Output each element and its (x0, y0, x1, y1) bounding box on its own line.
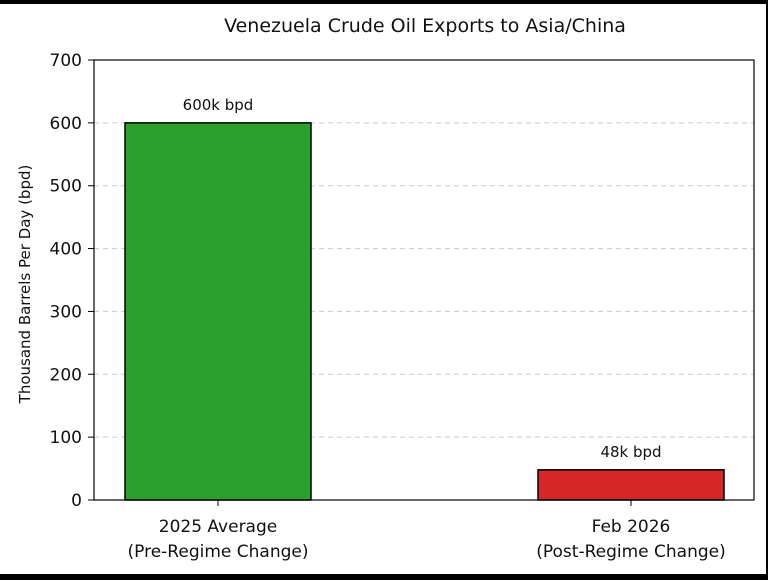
y-tick-label: 200 (50, 365, 82, 385)
y-axis-ticks: 0 100 200 300 400 500 600 700 (50, 51, 94, 511)
data-label: 600k bpd (183, 96, 254, 114)
y-tick-label: 700 (50, 51, 82, 71)
y-tick-label: 100 (50, 428, 82, 448)
y-tick-label: 600 (50, 114, 82, 134)
chart-frame: Venezuela Crude Oil Exports to Asia/Chin… (0, 4, 766, 574)
x-tick-label: 2025 Average (159, 517, 277, 537)
plot-area-border (93, 59, 755, 501)
x-tick-label: (Post-Regime Change) (536, 542, 726, 562)
x-tick-label: (Pre-Regime Change) (128, 542, 309, 562)
data-label: 48k bpd (600, 443, 661, 461)
y-tick-label: 300 (50, 302, 82, 322)
data-labels: 600k bpd 48k bpd (183, 96, 662, 461)
chart-title: Venezuela Crude Oil Exports to Asia/Chin… (224, 15, 626, 37)
y-tick-label: 400 (50, 240, 82, 260)
y-axis-label: Thousand Barrels Per Day (bpd) (16, 165, 34, 405)
x-tick-label: Feb 2026 (592, 517, 671, 537)
bar-chart: Venezuela Crude Oil Exports to Asia/Chin… (16, 15, 755, 562)
bar (124, 122, 312, 501)
x-axis-ticks: 2025 Average (Pre-Regime Change) Feb 2026 (… (128, 500, 726, 562)
y-tick-label: 0 (71, 491, 82, 511)
bar (537, 469, 725, 501)
y-tick-label: 500 (50, 177, 82, 197)
